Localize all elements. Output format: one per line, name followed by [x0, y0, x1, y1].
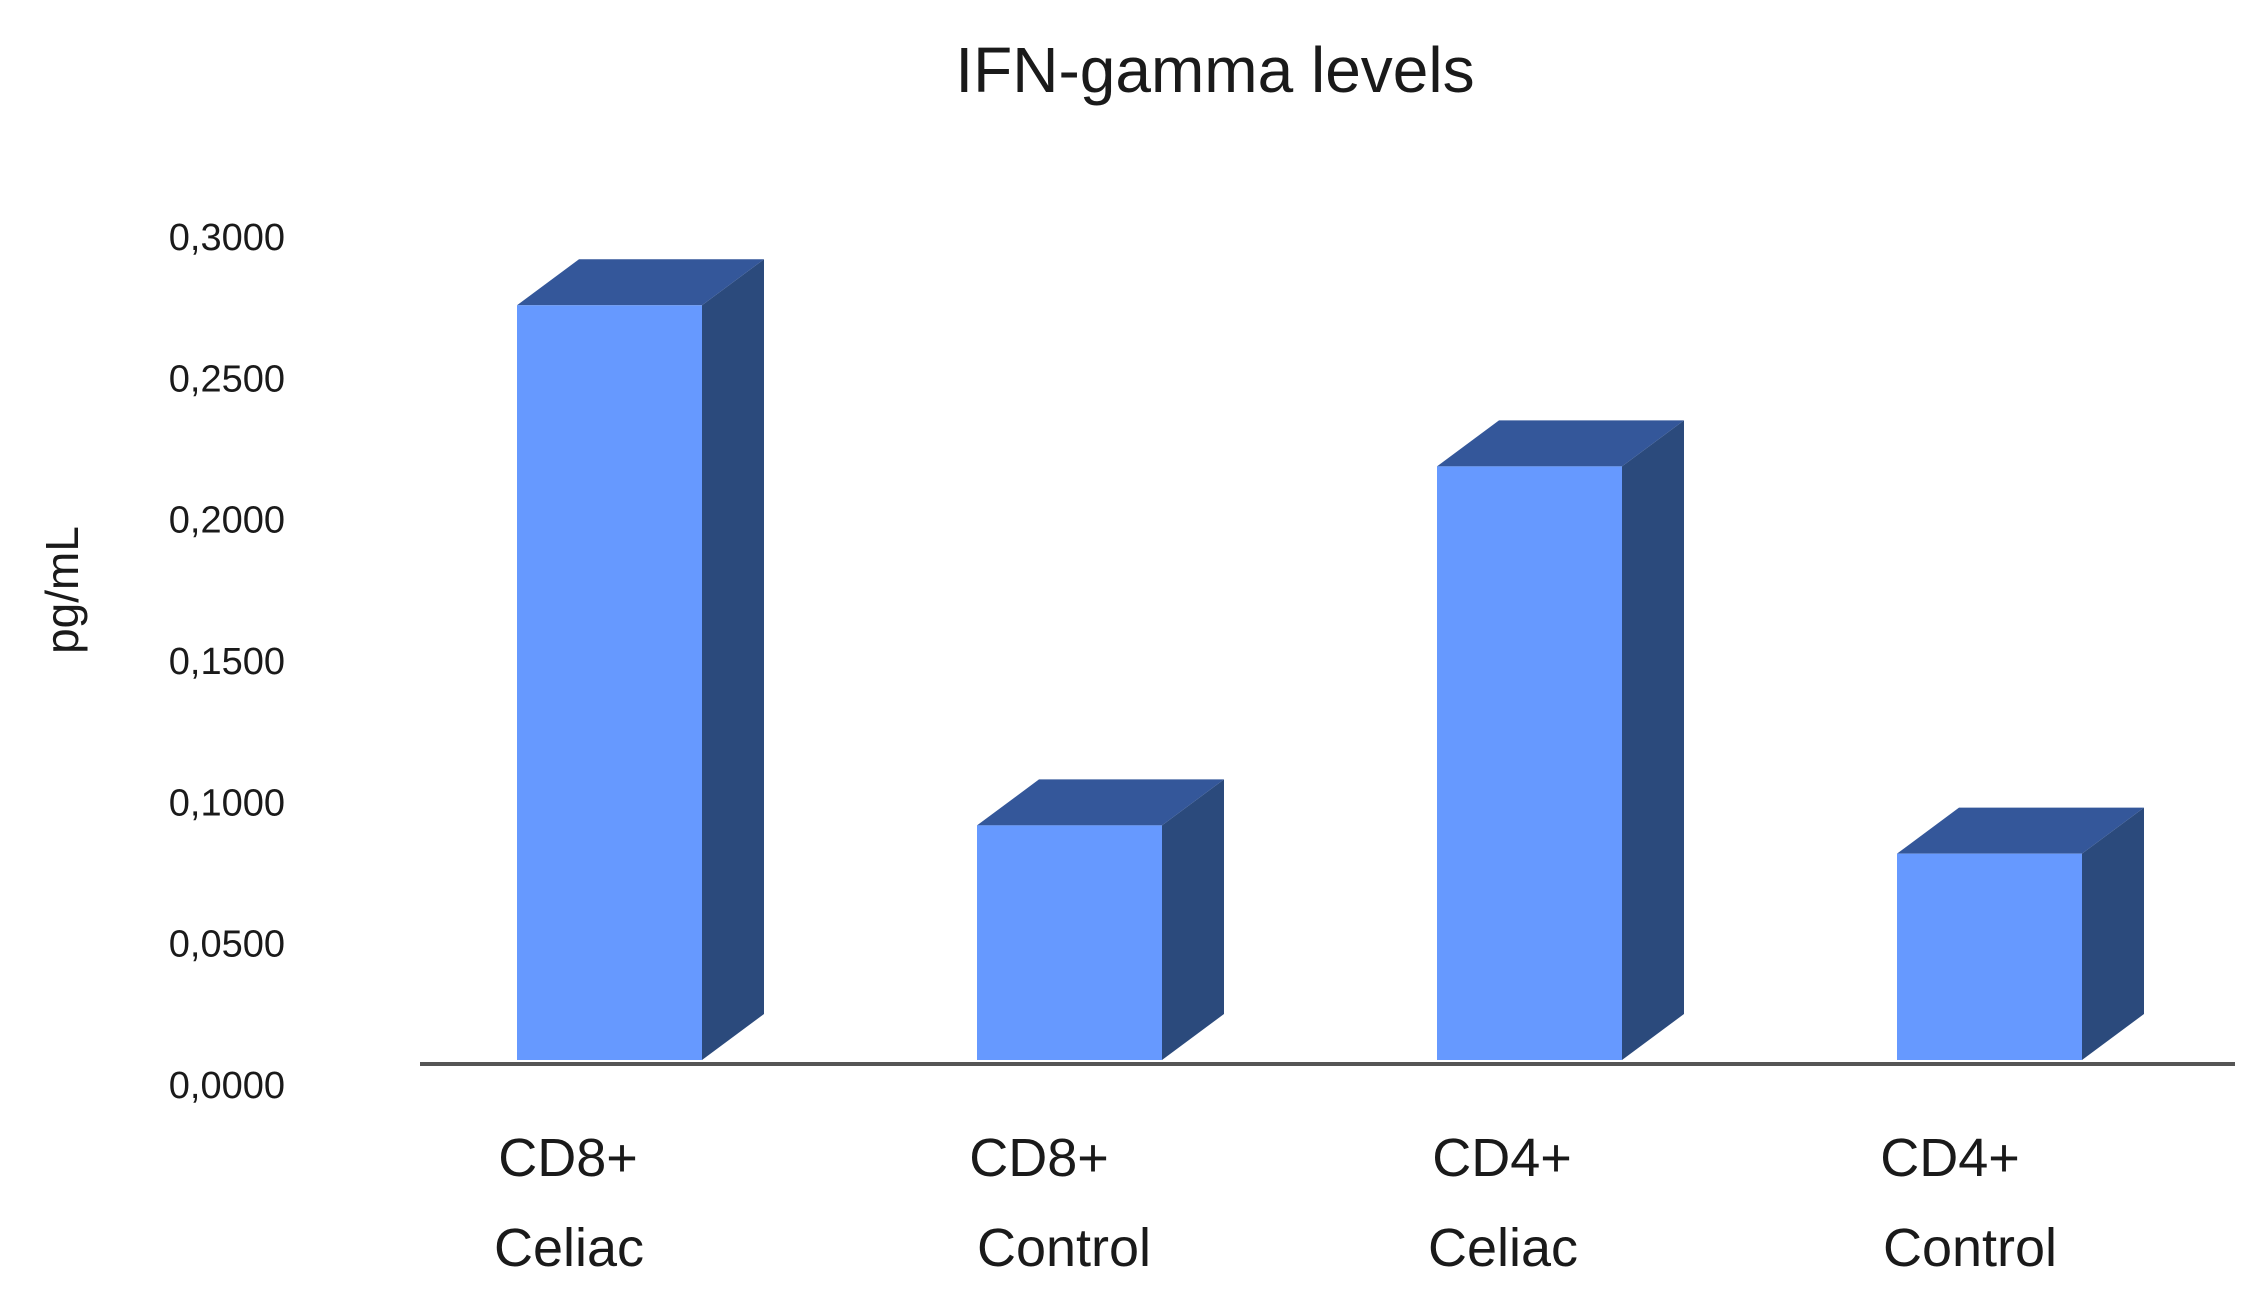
- bar-side-face: [1162, 779, 1224, 1060]
- y-tick-label: 0,1500: [169, 641, 285, 683]
- bar-front-face: [1437, 466, 1622, 1060]
- y-axis-label: pg/mL: [36, 526, 88, 654]
- y-tick-label: 0,1000: [169, 782, 285, 824]
- bar-side-face: [702, 259, 764, 1060]
- x-category-label: CD4+: [1432, 1128, 1572, 1188]
- x-category-label: Celiac: [494, 1218, 644, 1278]
- bar-front-face: [517, 305, 702, 1060]
- bar-front-face: [1897, 853, 2082, 1060]
- y-tick-label: 0,0500: [169, 924, 285, 966]
- y-tick-label: 0,0000: [169, 1065, 285, 1107]
- x-axis-categories: CD8+ Celiac CD8+ Control CD4+ Celiac CD4+ Contr…: [494, 1128, 2057, 1278]
- bar-top-face: [1437, 420, 1684, 467]
- bar: [977, 779, 1224, 1060]
- bar: [1437, 420, 1684, 1060]
- chart-title: IFN-gamma levels: [955, 34, 1474, 106]
- bar-side-face: [1622, 420, 1684, 1060]
- bar-top-face: [977, 779, 1224, 826]
- x-category-label: CD8+: [498, 1128, 638, 1188]
- bar-side-face: [2082, 807, 2144, 1060]
- bar-top-face: [517, 259, 764, 306]
- y-axis-ticks: 0,0000 0,0500 0,1000 0,1500 0,2000 0,2500 0,30…: [169, 217, 285, 1107]
- bar-front-face: [977, 825, 1162, 1060]
- y-tick-label: 0,2500: [169, 358, 285, 400]
- bar: [517, 259, 764, 1060]
- y-tick-label: 0,2000: [169, 500, 285, 542]
- x-category-label: Control: [1883, 1218, 2057, 1278]
- x-category-label: Celiac: [1428, 1218, 1578, 1278]
- bar-top-face: [1897, 807, 2144, 854]
- x-category-label: Control: [977, 1218, 1151, 1278]
- bars: [517, 259, 2144, 1060]
- bar: [1897, 807, 2144, 1060]
- x-category-label: CD4+: [1880, 1128, 2020, 1188]
- y-tick-label: 0,3000: [169, 217, 285, 259]
- x-category-label: CD8+: [969, 1128, 1109, 1188]
